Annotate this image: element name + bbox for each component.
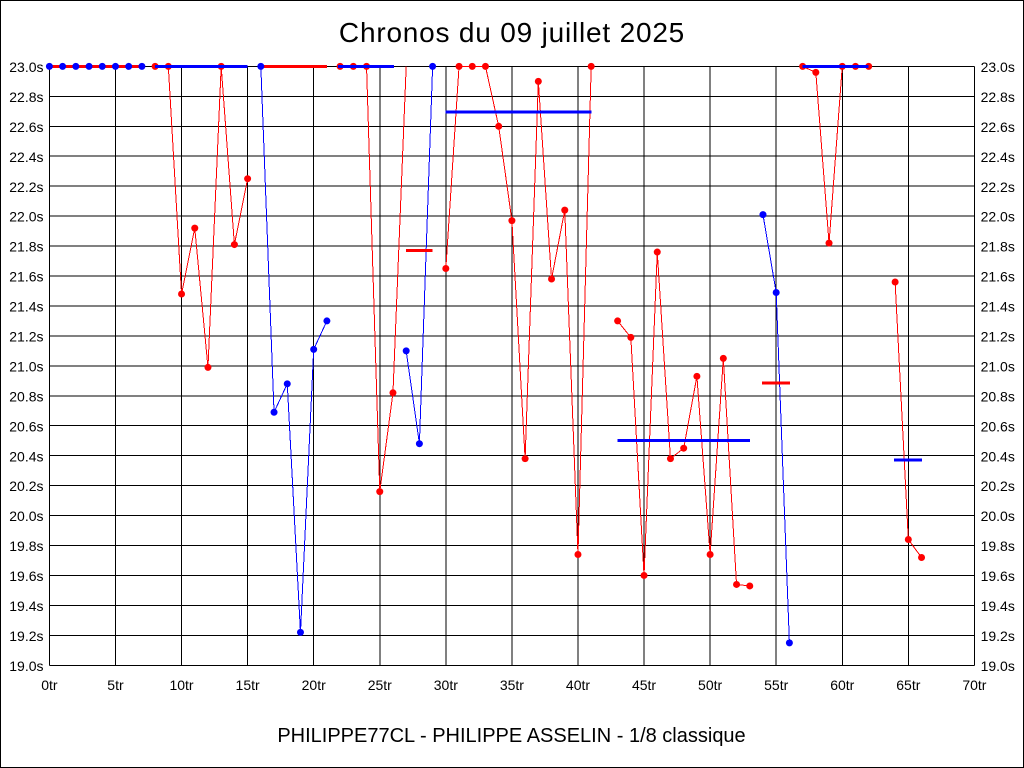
svg-text:20.8s: 20.8s bbox=[981, 388, 1015, 404]
svg-text:20.4s: 20.4s bbox=[9, 448, 43, 464]
svg-text:20.4s: 20.4s bbox=[981, 448, 1015, 464]
svg-text:19.4s: 19.4s bbox=[981, 598, 1015, 614]
svg-text:20.6s: 20.6s bbox=[981, 418, 1015, 434]
svg-text:23.0s: 23.0s bbox=[981, 59, 1015, 75]
svg-text:0tr: 0tr bbox=[41, 677, 58, 693]
svg-text:19.6s: 19.6s bbox=[9, 568, 43, 584]
svg-text:21.0s: 21.0s bbox=[9, 359, 43, 375]
svg-text:21.8s: 21.8s bbox=[981, 239, 1015, 255]
svg-text:PHILIPPE77CL - PHILIPPE ASSELI: PHILIPPE77CL - PHILIPPE ASSELIN - 1/8 cl… bbox=[277, 725, 745, 747]
svg-text:22.4s: 22.4s bbox=[981, 149, 1015, 165]
svg-text:22.6s: 22.6s bbox=[9, 119, 43, 135]
svg-text:19.2s: 19.2s bbox=[9, 628, 43, 644]
svg-text:20tr: 20tr bbox=[302, 677, 326, 693]
svg-text:21.8s: 21.8s bbox=[9, 239, 43, 255]
svg-text:19.8s: 19.8s bbox=[981, 538, 1015, 554]
svg-text:30tr: 30tr bbox=[434, 677, 458, 693]
svg-text:21.6s: 21.6s bbox=[981, 269, 1015, 285]
svg-text:22.2s: 22.2s bbox=[981, 179, 1015, 195]
svg-text:Chronos du 09 juillet 2025: Chronos du 09 juillet 2025 bbox=[339, 17, 685, 48]
svg-text:21.2s: 21.2s bbox=[9, 329, 43, 345]
svg-text:21.6s: 21.6s bbox=[9, 269, 43, 285]
svg-text:22.2s: 22.2s bbox=[9, 179, 43, 195]
svg-text:19.0s: 19.0s bbox=[9, 658, 43, 674]
svg-text:20.6s: 20.6s bbox=[9, 418, 43, 434]
svg-text:21.2s: 21.2s bbox=[981, 329, 1015, 345]
svg-text:23.0s: 23.0s bbox=[9, 59, 43, 75]
svg-text:20.2s: 20.2s bbox=[9, 478, 43, 494]
svg-text:22.4s: 22.4s bbox=[9, 149, 43, 165]
svg-text:20.8s: 20.8s bbox=[9, 388, 43, 404]
svg-text:50tr: 50tr bbox=[698, 677, 722, 693]
svg-text:19.4s: 19.4s bbox=[9, 598, 43, 614]
svg-text:21.4s: 21.4s bbox=[981, 299, 1015, 315]
svg-text:60tr: 60tr bbox=[830, 677, 854, 693]
svg-text:20.2s: 20.2s bbox=[981, 478, 1015, 494]
svg-text:22.8s: 22.8s bbox=[9, 89, 43, 105]
svg-text:19.2s: 19.2s bbox=[981, 628, 1015, 644]
svg-text:21.0s: 21.0s bbox=[981, 359, 1015, 375]
svg-text:22.8s: 22.8s bbox=[981, 89, 1015, 105]
svg-text:22.6s: 22.6s bbox=[981, 119, 1015, 135]
svg-text:21.4s: 21.4s bbox=[9, 299, 43, 315]
svg-text:10tr: 10tr bbox=[169, 677, 193, 693]
svg-text:45tr: 45tr bbox=[632, 677, 656, 693]
svg-text:70tr: 70tr bbox=[962, 677, 986, 693]
svg-text:5tr: 5tr bbox=[107, 677, 124, 693]
svg-text:55tr: 55tr bbox=[764, 677, 788, 693]
svg-text:40tr: 40tr bbox=[566, 677, 590, 693]
svg-text:19.6s: 19.6s bbox=[981, 568, 1015, 584]
svg-text:15tr: 15tr bbox=[236, 677, 260, 693]
svg-text:19.0s: 19.0s bbox=[981, 658, 1015, 674]
svg-text:22.0s: 22.0s bbox=[9, 209, 43, 225]
svg-text:20.0s: 20.0s bbox=[9, 508, 43, 524]
svg-text:22.0s: 22.0s bbox=[981, 209, 1015, 225]
svg-text:25tr: 25tr bbox=[368, 677, 392, 693]
svg-text:65tr: 65tr bbox=[896, 677, 920, 693]
svg-text:20.0s: 20.0s bbox=[981, 508, 1015, 524]
svg-text:35tr: 35tr bbox=[500, 677, 524, 693]
svg-text:19.8s: 19.8s bbox=[9, 538, 43, 554]
